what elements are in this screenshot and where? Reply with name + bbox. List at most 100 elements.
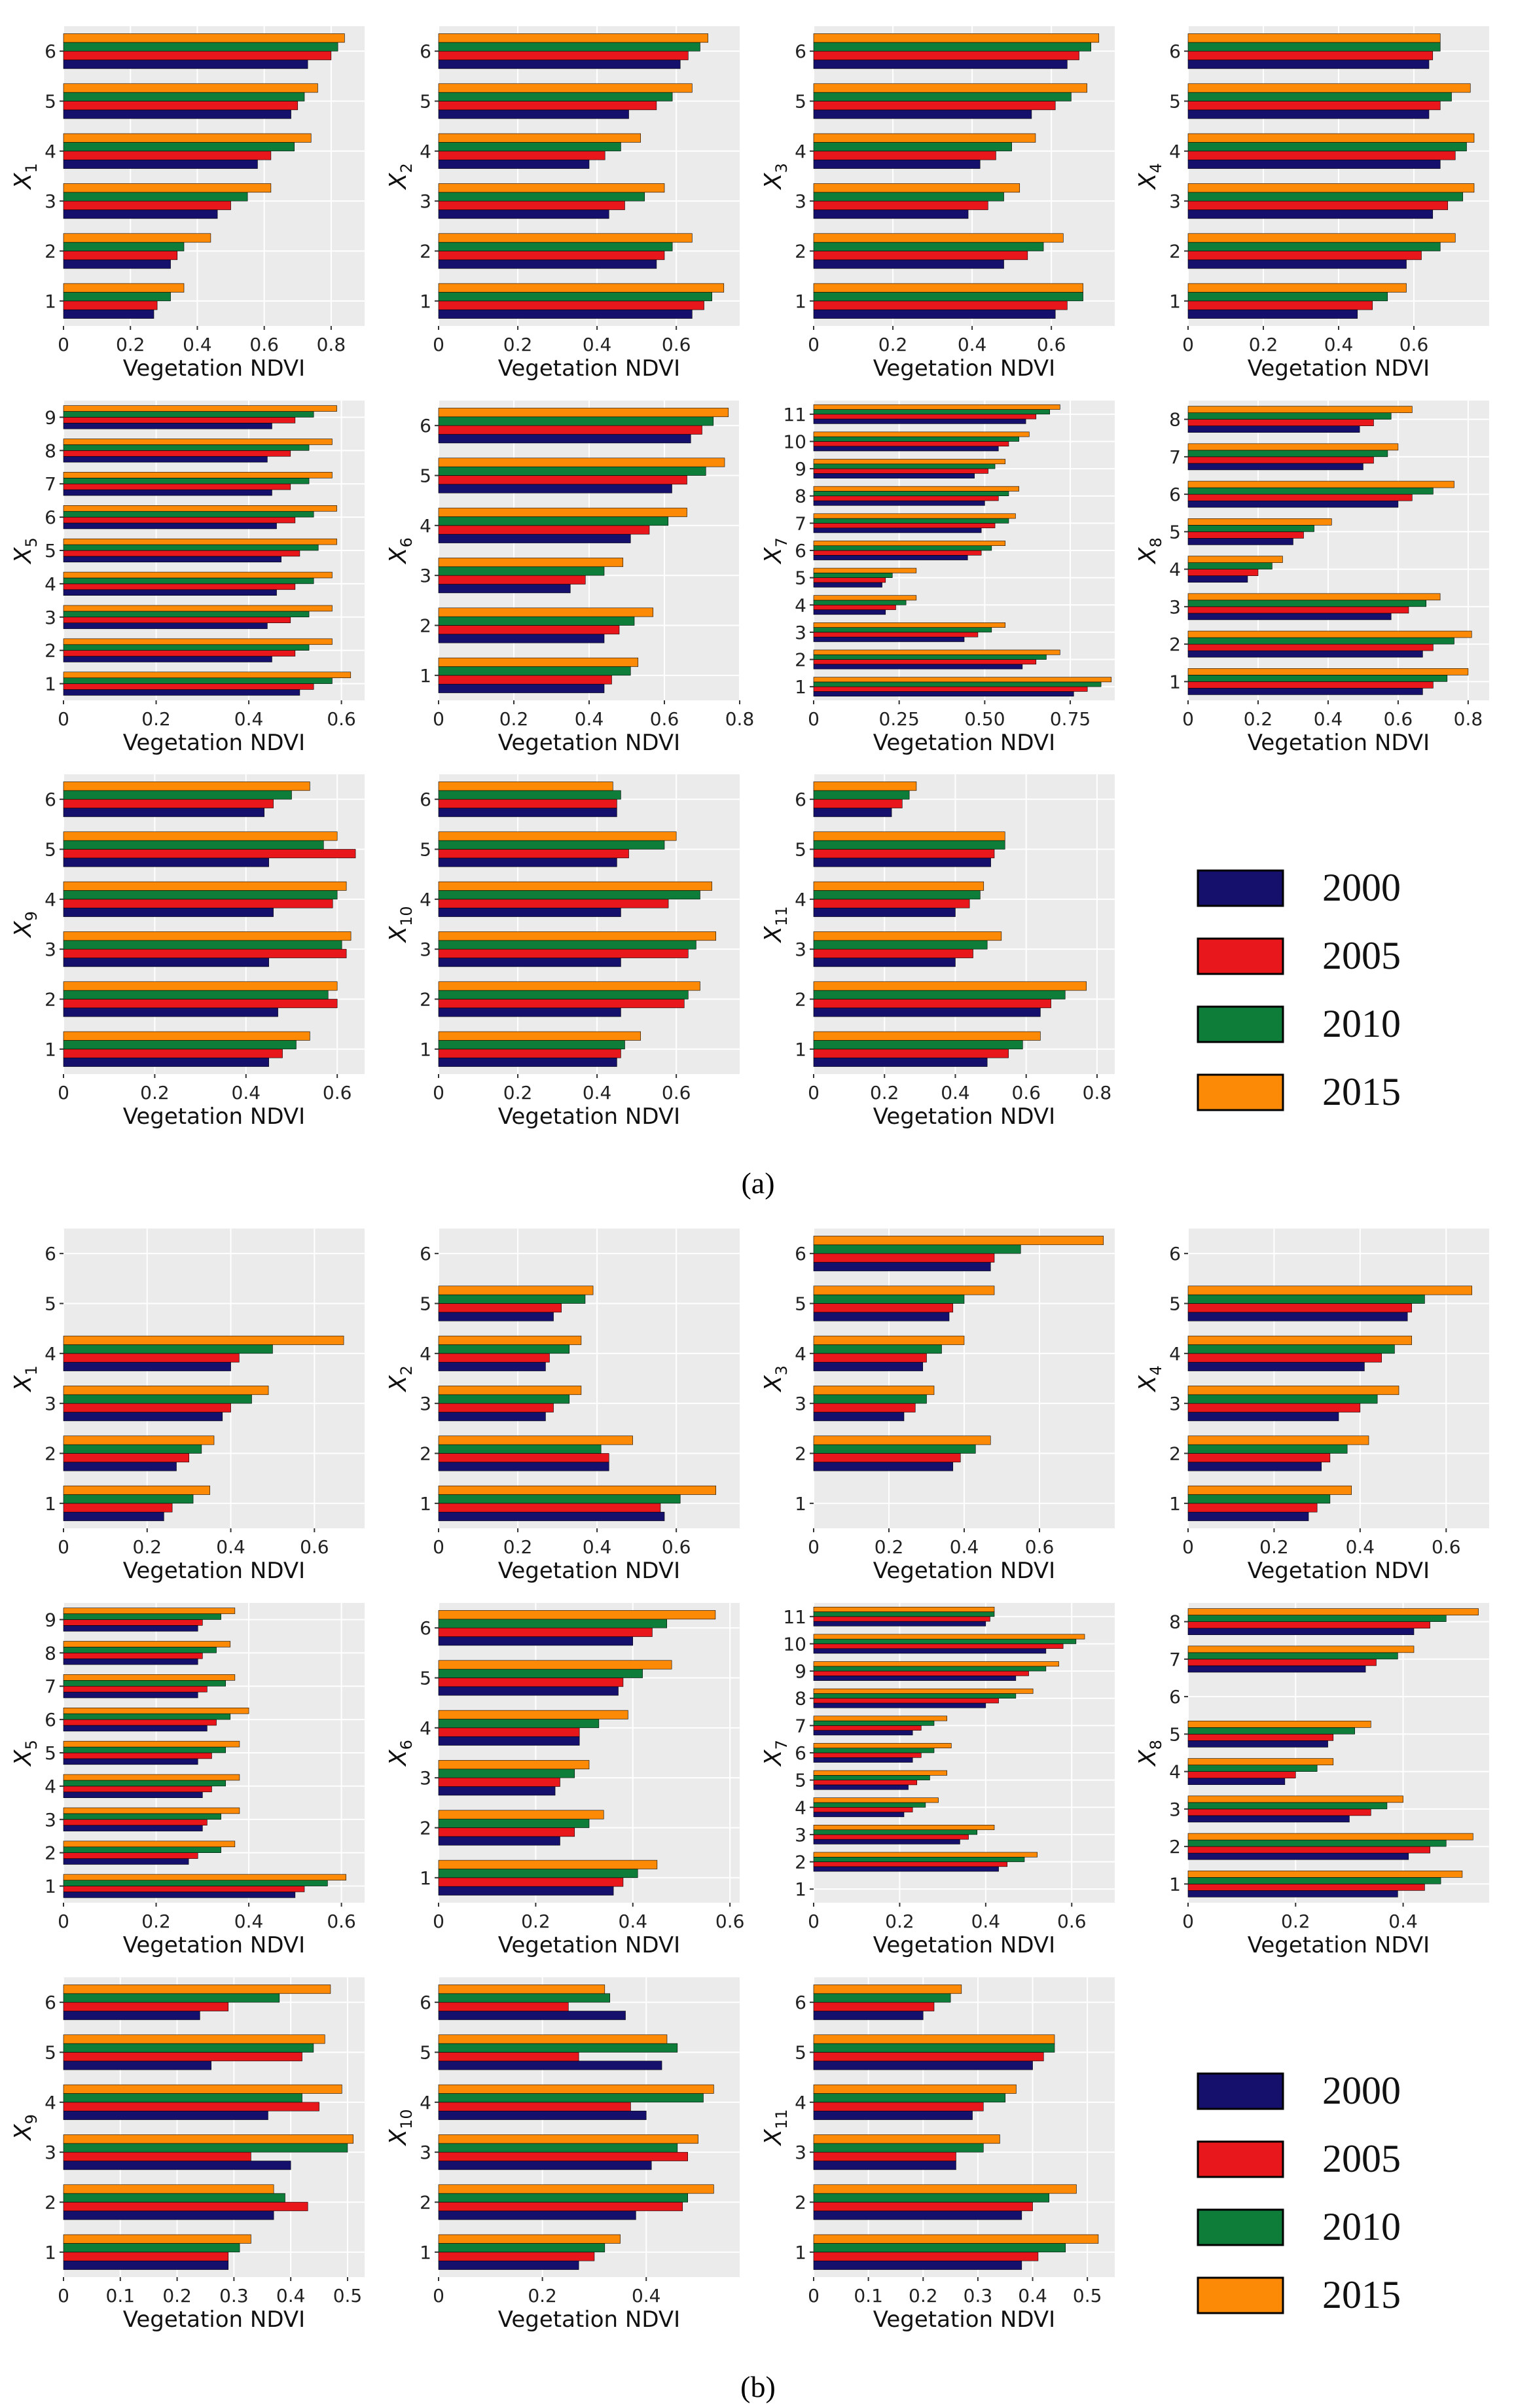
ytick-label: 4 [420, 889, 431, 910]
bar-2005-cat-2 [438, 1453, 609, 1463]
xtick-label: 0.6 [249, 334, 279, 355]
xtick-label: 0.3 [964, 2285, 993, 2307]
bar-2010-cat-2 [438, 616, 635, 626]
bar-2015-cat-6 [1187, 480, 1454, 488]
bar-2000-cat-4 [813, 907, 956, 917]
bar-2005-cat-1 [63, 2252, 228, 2261]
legend-label-2015: 2015 [1322, 1070, 1401, 1113]
bar-2015-cat-5 [813, 83, 1087, 93]
ytick-label: 4 [1169, 1761, 1181, 1783]
bar-2005-cat-11 [813, 414, 1037, 420]
bar-2000-cat-5 [813, 2060, 1033, 2070]
bar-2005-cat-6 [63, 2002, 228, 2011]
xtick-label: 0 [433, 334, 444, 355]
y-axis-label-main: X [1134, 1749, 1161, 1767]
ytick-label: 9 [45, 1609, 56, 1630]
xtick-label: 0.4 [1018, 2285, 1047, 2307]
y-axis-label: X7 [760, 1740, 791, 1767]
bar-2000-cat-3 [63, 2161, 291, 2170]
y-axis-label: X10 [385, 2109, 416, 2146]
x-axis-label: Vegetation NDVI [1248, 355, 1430, 382]
bar-2010-cat-1 [1187, 1877, 1441, 1884]
y-axis-label-sub: 1 [22, 163, 41, 173]
bar-2000-cat-6 [63, 60, 308, 69]
ytick-label: 7 [795, 512, 806, 534]
bar-2015-cat-10 [813, 431, 1030, 437]
ytick-label: 6 [1169, 484, 1181, 505]
xtick-label: 0.2 [141, 708, 171, 730]
xtick-label: 0 [1182, 708, 1194, 730]
xtick-label: 0 [433, 1536, 444, 1558]
xtick-label: 0.4 [941, 1082, 970, 1104]
x-axis-label: Vegetation NDVI [123, 2307, 305, 2333]
ytick-label: 1 [795, 1039, 806, 1060]
ytick-label: 8 [795, 486, 806, 507]
bar-2015-cat-5 [813, 1285, 995, 1295]
bar-2015-cat-9 [813, 459, 1006, 465]
bar-2015-cat-5 [813, 831, 1005, 841]
bar-2005-cat-4 [813, 1353, 927, 1363]
ytick-label: 4 [45, 1343, 56, 1365]
bar-2005-cat-5 [813, 2052, 1044, 2062]
xtick-label: 0.2 [909, 2285, 938, 2307]
x-axis-label: Vegetation NDVI [498, 1558, 680, 1584]
bar-2000-cat-2 [813, 1866, 999, 1872]
bar-2000-cat-3 [63, 1825, 203, 1831]
y-axis-label-main: X [1134, 1375, 1161, 1393]
bar-2010-cat-4 [1187, 1344, 1395, 1354]
y-axis-label: X6 [385, 537, 416, 565]
bar-2015-cat-6 [813, 782, 917, 791]
bar-2015-cat-9 [63, 405, 337, 412]
ytick-label: 5 [45, 91, 56, 113]
bar-2015-cat-3 [438, 1386, 582, 1395]
bar-2000-cat-5 [1187, 1740, 1328, 1748]
bar-2015-cat-4 [1187, 1758, 1334, 1765]
bar-2000-cat-4 [1187, 575, 1248, 583]
bar-2005-cat-8 [1187, 1621, 1430, 1628]
bar-2010-cat-3 [63, 2143, 348, 2153]
bar-2010-cat-5 [438, 92, 673, 101]
ytick-label: 5 [1169, 91, 1181, 113]
bar-2000-cat-2 [1187, 1852, 1409, 1860]
bar-2015-cat-3 [63, 605, 333, 612]
ytick-label: 7 [795, 1715, 806, 1736]
xtick-label: 0 [58, 708, 69, 730]
ytick-label: 6 [45, 507, 56, 528]
bar-2000-cat-9 [63, 1625, 198, 1632]
bar-2000-cat-6 [1187, 60, 1430, 69]
bar-2005-cat-4 [1187, 151, 1456, 160]
y-axis-label-sub: 9 [22, 2114, 41, 2124]
bar-2015-cat-7 [813, 1716, 948, 1721]
bar-2010-cat-2 [438, 990, 689, 999]
x-axis-label: Vegetation NDVI [498, 2307, 680, 2333]
bar-2000-cat-3 [63, 958, 269, 967]
ytick-label: 2 [45, 989, 56, 1011]
xtick-label: 0.6 [1011, 1082, 1041, 1104]
bar-2000-cat-3 [438, 1786, 556, 1796]
bar-2015-cat-6 [63, 1708, 249, 1714]
bar-2005-cat-4 [813, 2102, 984, 2111]
bar-2010-cat-1 [813, 681, 1102, 687]
bar-2010-cat-5 [438, 466, 706, 476]
bar-2010-cat-6 [438, 790, 621, 800]
bar-2005-cat-1 [63, 1503, 173, 1513]
bar-2015-cat-3 [438, 183, 665, 193]
plot-background [1188, 1229, 1489, 1528]
bar-2015-cat-4 [813, 1335, 965, 1345]
bar-2010-cat-2 [63, 2193, 285, 2202]
bar-2010-cat-3 [813, 1829, 978, 1835]
xtick-label: 0.2 [116, 334, 145, 355]
bar-2010-cat-8 [1187, 1615, 1447, 1622]
xtick-label: 0 [58, 1536, 69, 1558]
ytick-label: 6 [420, 41, 431, 62]
bar-2010-cat-5 [813, 92, 1072, 101]
bar-2010-cat-8 [63, 444, 310, 451]
bar-2010-cat-3 [63, 611, 310, 618]
bar-2000-cat-2 [1187, 259, 1407, 269]
y-axis-label-sub: 4 [1147, 1365, 1165, 1375]
bar-2010-cat-3 [63, 192, 248, 202]
ytick-label: 3 [45, 190, 56, 212]
bar-2010-cat-2 [1187, 242, 1441, 251]
bar-2005-cat-6 [813, 799, 903, 808]
